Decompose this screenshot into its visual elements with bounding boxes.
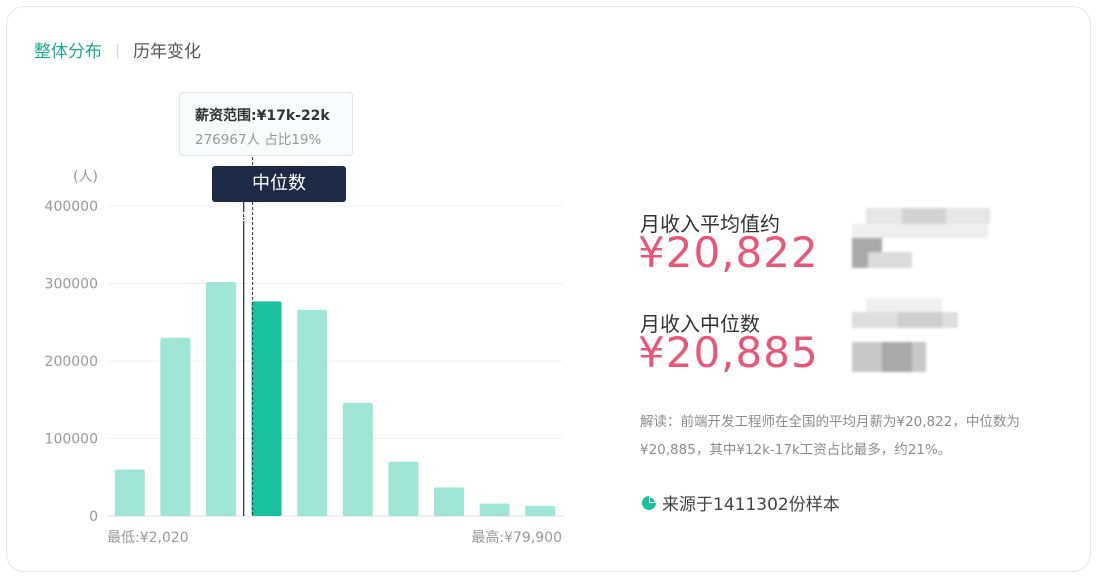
bar	[434, 487, 464, 516]
y-tick-label: 200000	[45, 354, 98, 370]
bar	[297, 309, 328, 516]
view-tabs: 整体分布 | 历年变化	[34, 37, 202, 63]
y-tick-label: 100000	[45, 432, 98, 448]
median-value: ¥20,885	[638, 328, 819, 377]
tab-yearly-change[interactable]: 历年变化	[133, 42, 202, 62]
max-salary-label: 最高:¥79,900	[471, 529, 562, 546]
interpretation-text: 解读：前端开发工程师在全国的平均月薪为¥20,822，中位数为 ¥20,885，…	[640, 414, 1020, 458]
bar	[525, 505, 556, 516]
bar	[342, 402, 373, 516]
sample-source-text: 来源于1411302份样本	[662, 495, 840, 515]
tab-overall-distribution[interactable]: 整体分布	[34, 42, 102, 62]
sample-source: 来源于1411302份样本	[641, 490, 840, 515]
bar-tooltip: 薪资范围:¥17k-22k 276967人 占比19%	[179, 92, 353, 156]
y-unit-label: (人)	[73, 169, 98, 185]
pie-chart-icon	[642, 495, 656, 510]
median-label: 月收入中位数	[640, 312, 760, 336]
blurred-content	[852, 208, 992, 272]
bar	[114, 469, 145, 516]
y-tick-label: 400000	[45, 199, 98, 215]
blurred-content	[852, 298, 962, 382]
tooltip-detail: 276967人 占比19%	[195, 132, 322, 148]
tooltip-title: 薪资范围:¥17k-22k	[195, 108, 330, 124]
bar	[206, 281, 236, 516]
avg-value: ¥20,822	[638, 228, 819, 277]
avg-label: 月收入平均值约	[640, 212, 780, 236]
bar	[388, 461, 419, 516]
min-salary-label: 最低:¥2,020	[107, 530, 189, 546]
y-tick-label: 0	[89, 509, 98, 525]
bar	[160, 337, 191, 516]
tab-separator: |	[115, 40, 121, 59]
bar-highlighted	[251, 301, 282, 516]
y-tick-label: 300000	[45, 277, 98, 293]
median-tag: 中位数 ¥20,885	[212, 166, 346, 230]
bar	[479, 503, 510, 516]
